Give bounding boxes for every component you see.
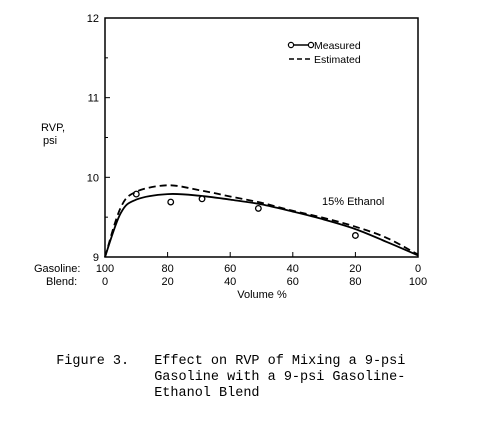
annotation-15-ethanol: 15% Ethanol <box>322 196 384 208</box>
figure-caption: Figure 3. Effect on RVP of Mixing a 9-psi… <box>40 338 480 402</box>
x-tick-label-blend: 80 <box>349 276 361 288</box>
x-tick-label-gasoline: 40 <box>287 263 299 275</box>
x-tick-label-blend: 0 <box>102 276 108 288</box>
rvp-chart: RVP, psi Gasoline: Blend: Volume % 15% E… <box>34 13 427 301</box>
y-tick-label: 11 <box>88 93 99 105</box>
y-tick-label: 9 <box>93 252 99 264</box>
legend: Measured Estimated <box>287 40 361 66</box>
caption-line-1: Effect on RVP of Mixing a 9-psi <box>154 354 406 369</box>
x-tick-label-blend: 60 <box>287 276 299 288</box>
y-axis-label-line1: RVP, <box>41 122 65 134</box>
x-tick-label-blend: 40 <box>224 276 236 288</box>
legend-measured-marker-right <box>307 41 315 49</box>
measured-point <box>254 204 262 212</box>
x-tick-label-gasoline: 20 <box>349 263 361 275</box>
measured-point <box>351 232 359 239</box>
legend-estimated-label: Estimated <box>314 54 361 66</box>
legend-measured-marker-left <box>287 41 295 49</box>
x-tick-label-gasoline: 60 <box>224 263 236 275</box>
plot-frame <box>104 17 419 258</box>
legend-measured-label: Measured <box>314 40 361 52</box>
x-tick-label-blend: 20 <box>161 276 173 288</box>
x-tick-label-gasoline: 0 <box>415 263 421 275</box>
measured-point <box>198 195 206 203</box>
x-tick-label-gasoline: 80 <box>161 263 173 275</box>
x-axis-title: Volume % <box>237 289 287 301</box>
measured-point <box>132 190 140 198</box>
x-row-gasoline-label: Gasoline: <box>34 263 80 275</box>
caption-figure-number: Figure 3. <box>56 354 130 369</box>
y-tick-label: 12 <box>87 13 99 25</box>
y-axis-label-line2: psi <box>43 135 57 147</box>
measured-point <box>167 198 175 206</box>
x-tick-label-blend: 100 <box>409 276 427 288</box>
caption-line-2: Gasoline with a 9-psi Gasoline- <box>154 370 406 385</box>
x-row-blend-label: Blend: <box>46 276 77 288</box>
y-tick-label: 10 <box>87 172 99 184</box>
caption-line-3: Ethanol Blend <box>154 386 260 401</box>
x-tick-label-gasoline: 100 <box>96 263 114 275</box>
series-measured-line <box>104 193 419 258</box>
series-estimated-line <box>104 184 419 258</box>
